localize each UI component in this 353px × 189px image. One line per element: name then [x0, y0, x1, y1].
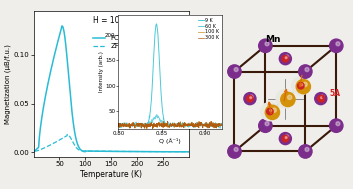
FC: [187, 151, 191, 153]
Legend: FC, ZFC: FC, ZFC: [90, 32, 127, 52]
Circle shape: [279, 132, 291, 145]
Text: Mn: Mn: [265, 35, 281, 44]
ZFC: [122, 150, 126, 153]
Circle shape: [287, 95, 292, 99]
Circle shape: [330, 119, 343, 132]
Circle shape: [330, 39, 343, 53]
Circle shape: [234, 67, 238, 72]
Legend: 9 K, 60 K, 100 K, 300 K: 9 K, 60 K, 100 K, 300 K: [198, 18, 220, 41]
X-axis label: Temperature (K): Temperature (K): [80, 170, 142, 179]
Circle shape: [285, 93, 291, 99]
Circle shape: [336, 122, 340, 126]
Circle shape: [267, 108, 273, 115]
Circle shape: [269, 106, 275, 112]
Circle shape: [285, 135, 289, 139]
Circle shape: [321, 95, 324, 99]
Circle shape: [305, 67, 309, 72]
Circle shape: [279, 53, 291, 65]
Circle shape: [281, 92, 295, 107]
Circle shape: [228, 145, 241, 158]
Circle shape: [265, 42, 269, 46]
Circle shape: [265, 122, 269, 126]
Circle shape: [298, 83, 304, 89]
Circle shape: [318, 95, 324, 102]
Circle shape: [315, 93, 327, 105]
Circle shape: [261, 102, 279, 121]
Circle shape: [285, 55, 289, 59]
Circle shape: [247, 95, 253, 102]
X-axis label: Q (Å⁻¹): Q (Å⁻¹): [160, 138, 181, 144]
Circle shape: [305, 147, 309, 151]
ZFC: [65, 133, 69, 136]
ZFC: [131, 150, 135, 153]
FC: [32, 150, 37, 152]
FC: [126, 150, 131, 153]
Circle shape: [228, 65, 241, 78]
ZFC: [42, 147, 46, 149]
Circle shape: [234, 147, 238, 151]
FC: [131, 150, 135, 153]
Circle shape: [270, 110, 272, 112]
Text: 5A: 5A: [330, 89, 341, 98]
Circle shape: [303, 82, 307, 87]
Circle shape: [299, 65, 312, 78]
Circle shape: [336, 42, 340, 46]
Text: H = 100 Oe: H = 100 Oe: [92, 16, 137, 25]
FC: [150, 151, 154, 153]
Circle shape: [250, 95, 253, 99]
Circle shape: [244, 93, 256, 105]
Y-axis label: Magnetization (μB/f.u.): Magnetization (μB/f.u.): [4, 44, 11, 124]
Circle shape: [272, 108, 276, 112]
Circle shape: [300, 80, 306, 86]
Circle shape: [259, 119, 272, 132]
Circle shape: [292, 77, 310, 95]
Circle shape: [282, 135, 289, 142]
Circle shape: [265, 105, 280, 119]
ZFC: [126, 150, 131, 153]
Circle shape: [299, 145, 312, 158]
ZFC: [150, 150, 154, 153]
ZFC: [166, 151, 170, 153]
Circle shape: [301, 84, 303, 86]
FC: [42, 103, 46, 105]
Circle shape: [250, 97, 252, 99]
ZFC: [187, 151, 191, 153]
Circle shape: [285, 137, 287, 139]
Circle shape: [321, 97, 323, 99]
Circle shape: [296, 79, 310, 94]
Circle shape: [276, 89, 294, 108]
Line: FC: FC: [35, 26, 189, 152]
FC: [166, 151, 170, 153]
FC: [60, 25, 64, 27]
Circle shape: [282, 55, 289, 62]
Line: ZFC: ZFC: [35, 135, 189, 152]
Y-axis label: Intensity (arb.): Intensity (arb.): [98, 51, 103, 92]
FC: [122, 150, 126, 153]
Circle shape: [259, 39, 272, 53]
Circle shape: [285, 57, 287, 59]
ZFC: [32, 150, 37, 152]
